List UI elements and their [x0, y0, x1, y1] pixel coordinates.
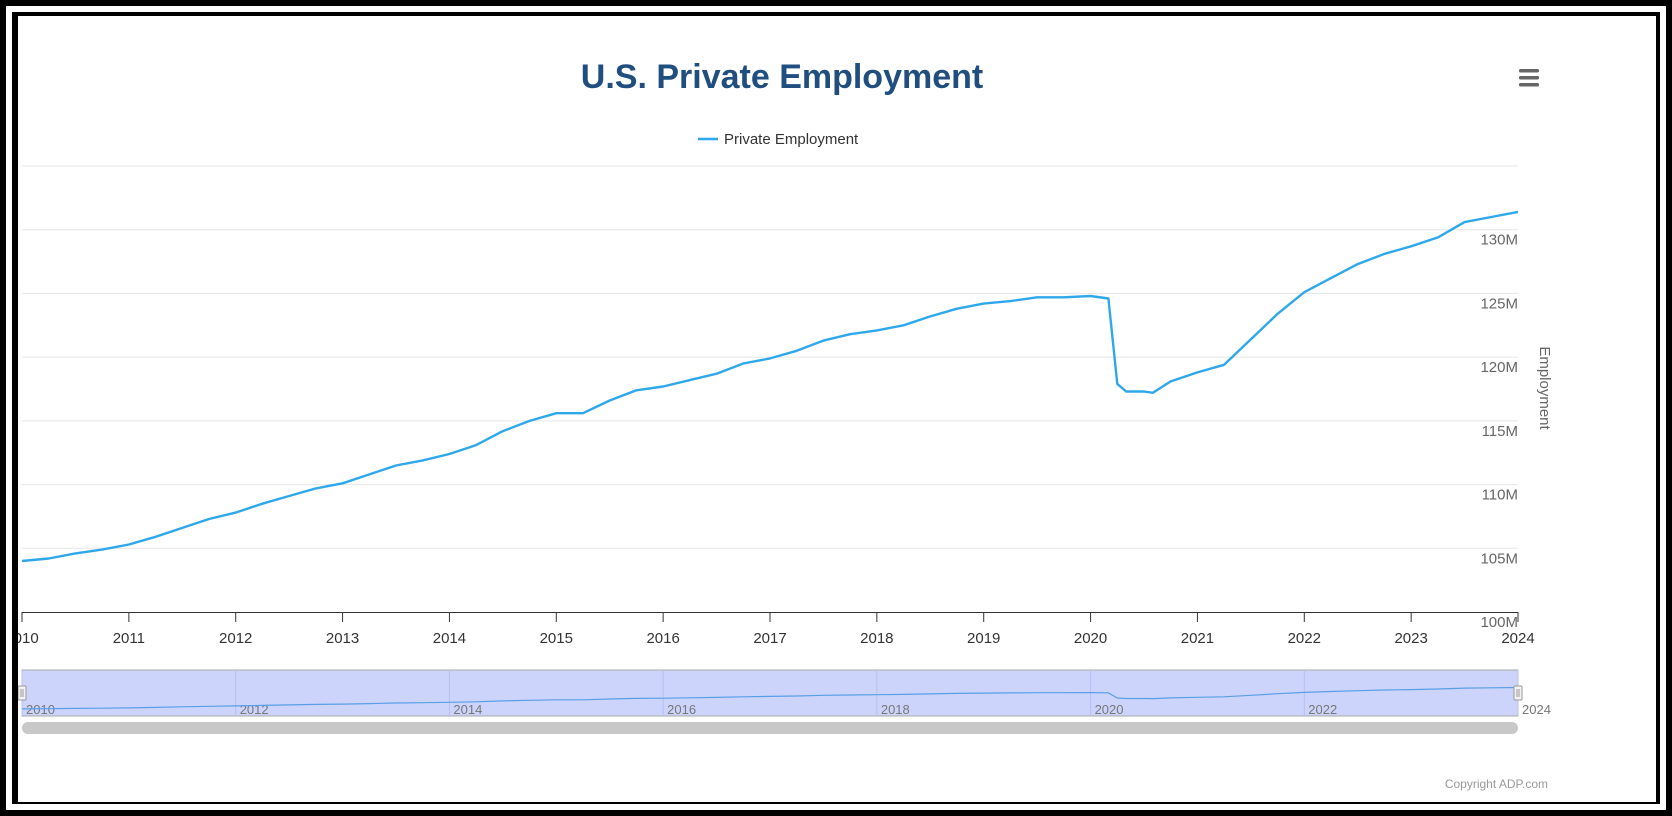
y-tick-label: 120M	[1480, 359, 1518, 376]
navigator-scrollbar[interactable]	[22, 722, 1518, 734]
credit-text[interactable]: Copyright ADP.com	[1445, 777, 1548, 791]
x-tick-label: 2015	[540, 630, 573, 647]
y-tick-label: 125M	[1480, 295, 1518, 312]
navigator-tick-label: 2022	[1308, 702, 1337, 717]
x-tick-label: 2023	[1394, 630, 1427, 647]
x-tick-label: 2021	[1181, 630, 1214, 647]
x-tick-label: 2022	[1288, 630, 1321, 647]
y-tick-label: 105M	[1480, 550, 1518, 567]
x-tick-label: 2017	[753, 630, 786, 647]
navigator-tick-label: 2016	[667, 702, 696, 717]
y-axis-ticks: 100M 105M 110M 115M 120M 125M 130M	[1480, 232, 1518, 631]
navigator-series-line	[21, 686, 1519, 710]
legend-label[interactable]: Private Employment	[724, 131, 859, 148]
menu-bar-2	[1519, 76, 1539, 80]
navigator-handle-right[interactable]	[1513, 685, 1523, 701]
x-tick-label: 2018	[860, 630, 893, 647]
navigator[interactable]: 2010 2012 2014 2016 2018 2020 2022 2024	[18, 669, 1551, 734]
menu-bar-1	[1519, 69, 1539, 73]
y-tick-label: 115M	[1482, 423, 1518, 440]
navigator-handle-left[interactable]	[18, 685, 27, 701]
x-tick-label: 2010	[18, 630, 39, 647]
navigator-tick-label: 2018	[881, 702, 910, 717]
x-tick-label: 2016	[646, 630, 679, 647]
navigator-tick-label: 2010	[26, 702, 55, 717]
navigator-tick-label: 2024	[1522, 702, 1551, 717]
chart-menu-button[interactable]	[1515, 66, 1539, 90]
navigator-tick-label: 2014	[453, 702, 482, 717]
x-tick-label: 2012	[219, 630, 252, 647]
y-axis-label: Employment	[1536, 346, 1553, 430]
x-tick-label: 2019	[967, 630, 1000, 647]
grid-lines	[22, 165, 1518, 549]
x-axis: 2010 2011 2012 2013 2014 2015 2016 2017 2018 2019…	[18, 612, 1535, 647]
x-tick-label: 2020	[1074, 630, 1107, 647]
navigator-tick-label: 2012	[240, 702, 269, 717]
series-layer	[21, 210, 1519, 563]
menu-bar-3	[1519, 83, 1539, 87]
legend[interactable]: Private Employment	[698, 131, 859, 148]
x-tick-label: 2024	[1501, 630, 1534, 647]
x-tick-label: 2013	[326, 630, 359, 647]
series-line-private-employment[interactable]	[21, 210, 1519, 563]
y-tick-label: 110M	[1482, 487, 1518, 504]
chart-title: U.S. Private Employment	[581, 58, 983, 96]
y-tick-label: 100M	[1480, 614, 1518, 631]
y-tick-label: 130M	[1480, 232, 1518, 249]
x-tick-label: 2014	[433, 630, 466, 647]
employment-chart: U.S. Private Employment Private Employme…	[18, 58, 1553, 791]
navigator-tick-label: 2020	[1095, 702, 1124, 717]
x-tick-label: 2011	[113, 630, 145, 647]
chart-panel: U.S. Private Employment Private Employme…	[18, 16, 1656, 802]
